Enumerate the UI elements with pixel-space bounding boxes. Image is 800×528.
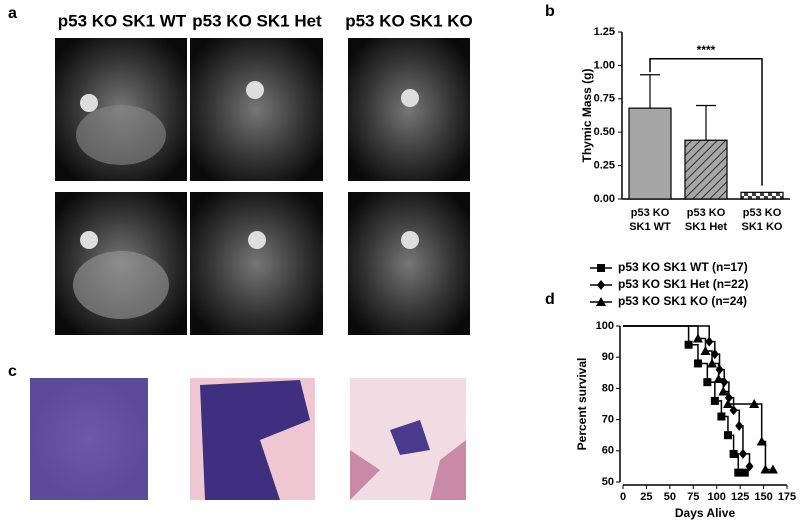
point bbox=[717, 412, 726, 421]
y-tick-label: 0.00 bbox=[594, 193, 615, 205]
y-axis-label: Thymic Mass (g) bbox=[580, 68, 594, 162]
point bbox=[735, 420, 744, 431]
legend-label: p53 KO SK1 WT (n=17) bbox=[618, 260, 748, 274]
point bbox=[722, 399, 733, 408]
panel-label: a bbox=[8, 5, 17, 22]
point bbox=[692, 333, 703, 343]
x-tick-label: 100 bbox=[708, 491, 726, 503]
point bbox=[734, 468, 743, 477]
point bbox=[705, 336, 714, 347]
point bbox=[710, 349, 719, 360]
x-tick-label: 150 bbox=[754, 491, 772, 503]
legend-label: p53 KO SK1 Het (n=22) bbox=[618, 277, 748, 291]
y-tick-label: 0.25 bbox=[594, 160, 615, 172]
legend-marker bbox=[597, 280, 605, 290]
point bbox=[684, 340, 693, 349]
x-tick-label: 25 bbox=[640, 491, 652, 503]
y-tick-label: 1.00 bbox=[594, 59, 615, 71]
mri-title: p53 KO SK1 KO bbox=[345, 11, 473, 30]
point bbox=[700, 345, 711, 355]
point bbox=[713, 374, 724, 384]
point bbox=[710, 396, 719, 405]
point bbox=[740, 468, 749, 477]
y-tick-label: 100 bbox=[596, 320, 614, 332]
x-tick-label: p53 KO SK1 WT bbox=[629, 207, 671, 233]
panel-label: b bbox=[545, 3, 555, 20]
y-tick-label: 1.25 bbox=[594, 26, 615, 38]
y-tick-label: 60 bbox=[602, 445, 614, 457]
point bbox=[749, 399, 760, 408]
point bbox=[723, 431, 732, 440]
point bbox=[745, 461, 754, 472]
x-tick-label: p53 KO SK1 Het bbox=[685, 207, 728, 233]
point bbox=[738, 448, 747, 459]
point bbox=[707, 358, 718, 368]
y-tick-label: 0.50 bbox=[594, 126, 615, 138]
y-tick-label: 70 bbox=[602, 414, 614, 426]
point bbox=[693, 359, 702, 368]
mri-title: p53 KO SK1 WT bbox=[58, 11, 187, 30]
panel-label: c bbox=[8, 363, 17, 380]
y-tick-label: 90 bbox=[602, 351, 614, 363]
significance-label: **** bbox=[697, 43, 716, 57]
bar bbox=[684, 139, 728, 200]
y-tick-label: 80 bbox=[602, 382, 614, 394]
legend-label: p53 KO SK1 KO (n=24) bbox=[618, 294, 747, 308]
bar bbox=[740, 191, 784, 200]
point bbox=[756, 436, 767, 446]
legend-marker bbox=[596, 297, 606, 306]
y-axis-label: Percent survival bbox=[575, 358, 589, 451]
histology-images bbox=[30, 378, 466, 500]
point bbox=[767, 464, 778, 474]
mri-title: p53 KO SK1 Het bbox=[192, 11, 322, 30]
bar bbox=[628, 107, 672, 200]
x-tick-label: 175 bbox=[778, 491, 796, 503]
panel-label: d bbox=[545, 291, 555, 308]
significance-bracket bbox=[649, 57, 763, 186]
x-tick-label: 75 bbox=[687, 491, 699, 503]
mri-images bbox=[55, 38, 470, 335]
y-tick-label: 50 bbox=[602, 476, 614, 488]
x-tick-label: 0 bbox=[620, 491, 626, 503]
x-tick-label: p53 KO SK1 KO bbox=[742, 207, 783, 233]
point bbox=[729, 449, 738, 458]
legend-marker bbox=[597, 264, 605, 272]
x-tick-label: 50 bbox=[664, 491, 676, 503]
x-axis-label: Days Alive bbox=[675, 506, 736, 520]
x-tick-label: 125 bbox=[731, 491, 749, 503]
point bbox=[715, 364, 724, 375]
point bbox=[703, 378, 712, 387]
point bbox=[760, 464, 771, 474]
point bbox=[718, 386, 729, 396]
y-tick-label: 0.75 bbox=[594, 93, 615, 105]
